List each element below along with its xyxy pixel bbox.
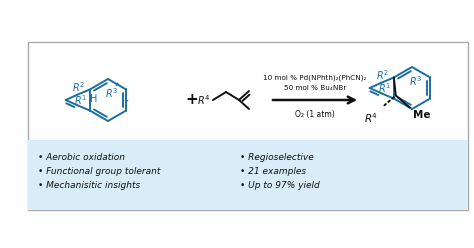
Text: • Functional group tolerant: • Functional group tolerant	[38, 167, 160, 176]
Text: $R^2$: $R^2$	[72, 80, 85, 94]
Text: $R^4$: $R^4$	[198, 93, 211, 107]
Text: +: +	[186, 93, 199, 107]
Bar	[28, 42, 468, 210]
Text: H: H	[90, 94, 98, 104]
Text: $R^1$: $R^1$	[74, 93, 87, 107]
Text: • Mechanisitic insights: • Mechanisitic insights	[38, 181, 140, 190]
Bar	[28, 140, 468, 210]
Text: $R^1$: $R^1$	[378, 81, 391, 95]
Text: $R^2$: $R^2$	[376, 68, 389, 82]
Text: $R^4$: $R^4$	[364, 112, 378, 125]
Text: $R^3$: $R^3$	[409, 75, 422, 88]
Text: 10 mol % Pd(NPhth)₂(PhCN)₂: 10 mol % Pd(NPhth)₂(PhCN)₂	[264, 75, 367, 81]
Text: • Regioselective: • Regioselective	[240, 153, 314, 162]
Text: 50 mol % Bu₄NBr: 50 mol % Bu₄NBr	[284, 85, 346, 91]
Text: $R^3$: $R^3$	[105, 87, 118, 100]
Text: • 21 examples: • 21 examples	[240, 167, 306, 176]
Text: O₂ (1 atm): O₂ (1 atm)	[295, 110, 335, 119]
Text: • Aerobic oxidation: • Aerobic oxidation	[38, 153, 125, 162]
Text: Me: Me	[413, 110, 430, 120]
Text: • Up to 97% yield: • Up to 97% yield	[240, 181, 320, 190]
